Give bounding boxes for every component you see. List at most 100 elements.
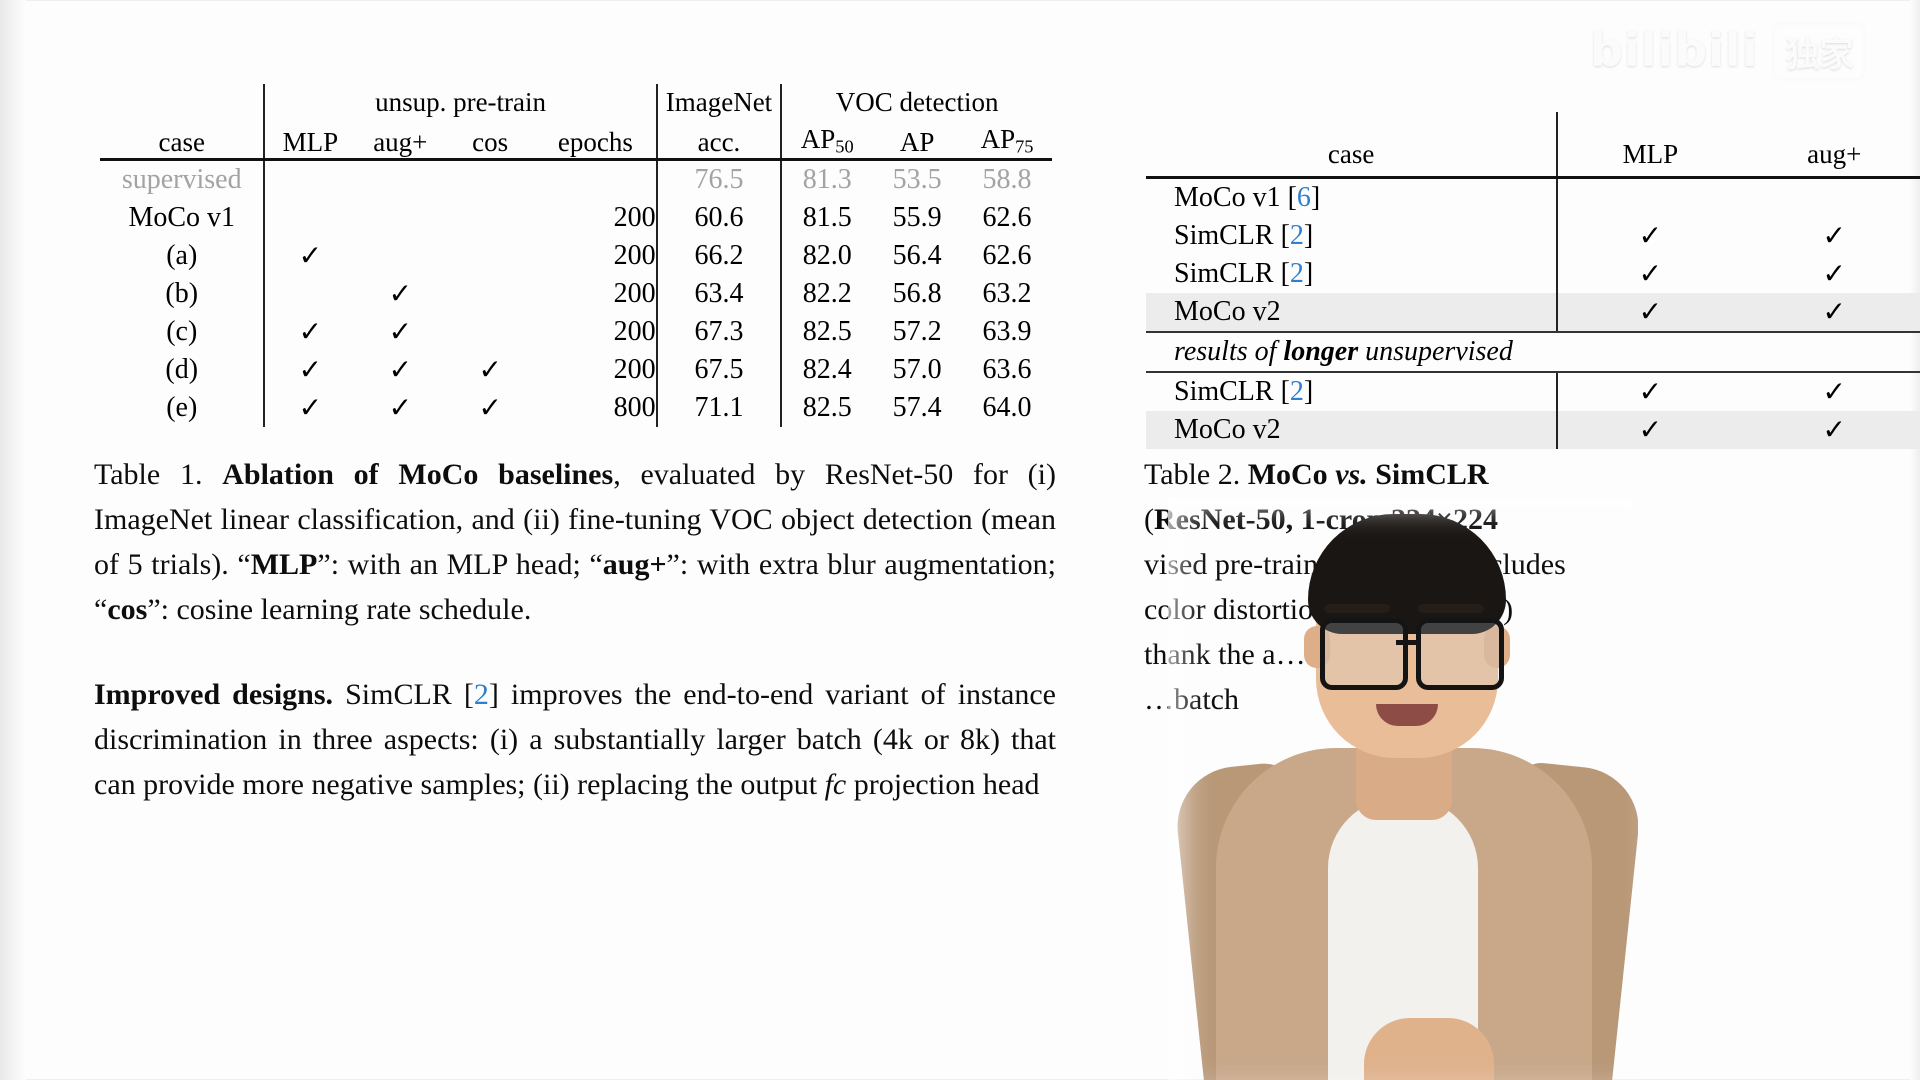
cell-case: SimCLR [2] (1174, 376, 1314, 407)
cell-case: SimCLR [2] (1174, 220, 1314, 251)
cell-ap50: 81.5 (780, 199, 873, 237)
cell-case: (d) (165, 354, 199, 385)
cell-ap: 56.4 (892, 240, 942, 271)
spacer-cell (100, 84, 264, 118)
presenter-mouth (1376, 704, 1438, 726)
table-1: unsup. pre-train ImageNet VOC detection … (100, 84, 1052, 427)
citation-link-2[interactable]: 2 (473, 678, 489, 711)
citation-link-2[interactable]: 2 (1289, 376, 1304, 407)
cell-aug: ✓ (1742, 411, 1920, 449)
paragraph-text-2: ] improves the end-to-end variant of ins… (94, 678, 1056, 801)
cell-cos (445, 237, 535, 275)
citation-link-2[interactable]: 2 (1289, 220, 1304, 251)
cell-aug: ✓ (1822, 377, 1846, 408)
cell-aug: ✓ (1822, 259, 1846, 290)
caption1-text-4: ”: cosine learning rate schedule. (147, 593, 532, 626)
table-2: case MLP aug+ MoCo v1 [6] SimCLR [2] ✓ ✓ Sim… (1146, 112, 1920, 449)
table-2-header-row: case MLP aug+ (1146, 112, 1920, 176)
cell-mlp (263, 199, 356, 237)
cell-acc: 67.5 (655, 351, 782, 389)
cell-mlp: ✓ (263, 351, 356, 389)
caption1-bold-3: aug+ (602, 548, 667, 581)
cell-case: supervised (121, 164, 242, 195)
citation-link-6[interactable]: 6 (1296, 182, 1311, 213)
presenter-hair (1308, 514, 1506, 634)
cell-ap: 57.2 (892, 316, 942, 347)
paragraph-italic-fc: fc (824, 768, 847, 801)
table-row: MoCo v1 200 60.6 81.5 55.9 62.6 (100, 199, 1052, 237)
caption1-text-1: , evaluated by ResNet-50 for (i) ImageNe… (94, 458, 1057, 581)
caption1-lead: Table 1. (94, 458, 223, 491)
cell-cos (445, 160, 535, 200)
col-head-cos: cos (472, 127, 509, 157)
presenter-eyebrow-left (1324, 604, 1390, 613)
cell-epochs (535, 160, 657, 200)
left-column: unsup. pre-train ImageNet VOC detection … (86, 0, 1066, 1080)
caption2-italic-vs: vs. (1335, 458, 1368, 491)
cell-aug (355, 237, 445, 275)
col-head-epochs: epochs (557, 127, 633, 157)
col-head-ap: AP (899, 127, 935, 157)
cell-case: SimCLR [2] (1174, 258, 1314, 289)
presenter-glasses-right-lens (1416, 618, 1504, 690)
caption1-text-2: ”: with an MLP head; “ (317, 548, 603, 581)
cell-mlp: ✓ (263, 313, 356, 351)
cell-acc: 63.4 (655, 275, 782, 313)
table-row: SimCLR [2] ✓ ✓ (1146, 217, 1920, 255)
cell-mlp: ✓ (263, 237, 356, 275)
cell-aug: ✓ (388, 393, 413, 424)
caption1-bold-1: Ablation of MoCo baselines (222, 458, 614, 491)
cell-ap75: 64.0 (982, 392, 1032, 423)
presenter-eyebrow-right (1418, 604, 1484, 613)
table-2-body: MoCo v1 [6] SimCLR [2] ✓ ✓ SimCLR [2] ✓ ✓ MoCo … (1146, 177, 1920, 449)
section-note-text: results of longer unsupervised (1174, 336, 1513, 367)
paragraph-text-3: projection head (846, 768, 1040, 801)
cell-ap: 57.4 (892, 392, 942, 423)
table-row: supervised 76.5 81.3 53.5 58.8 (100, 159, 1052, 200)
cell-ap50: 81.3 (780, 159, 873, 199)
caption2-line2a: ( (1144, 503, 1154, 536)
cell-aug (1742, 178, 1920, 218)
paragraph-text-1: SimCLR [ (333, 678, 474, 711)
cell-ap50: 82.0 (780, 237, 873, 275)
cell-ap50: 82.5 (780, 389, 873, 427)
cell-mlp (263, 159, 356, 199)
cell-acc: 66.2 (655, 237, 782, 275)
table-row: SimCLR [2] ✓ ✓ (1146, 372, 1920, 411)
group-header-unsup: unsup. pre-train (263, 84, 657, 118)
cell-epochs: 200 (613, 278, 656, 309)
cell-mlp: ✓ (1556, 255, 1743, 293)
caption1-bold-2: MLP (250, 548, 318, 581)
col-head-ap50: AP50 (780, 118, 873, 158)
caption2-line6: …batch (1144, 683, 1239, 716)
cell-ap50: 82.4 (780, 351, 873, 389)
table-row: (d) ✓ ✓ ✓ 200 67.5 82.4 57.0 63.6 (100, 351, 1052, 389)
cell-case: (e) (166, 392, 198, 423)
cell-epochs: 200 (613, 202, 656, 233)
table-row: (e) ✓ ✓ ✓ 800 71.1 82.5 57.4 64.0 (100, 389, 1052, 427)
cell-case: MoCo v2 (1146, 411, 1558, 449)
cell-epochs: 200 (613, 316, 656, 347)
cell-aug: ✓ (1742, 293, 1920, 331)
presenter-ear-right (1484, 626, 1510, 668)
caption1-text-3: ”: with extra blur augmentation; “ (94, 548, 1057, 626)
cell-mlp: ✓ (1556, 293, 1743, 331)
t2-col-head-mlp: MLP (1556, 112, 1743, 176)
presenter-glasses-bridge (1396, 640, 1420, 645)
cell-aug: ✓ (388, 355, 413, 386)
table-1-midrule (100, 157, 1052, 161)
table-1-caption: Table 1. Ablation of MoCo baselines, eva… (94, 452, 1056, 632)
citation-link-2[interactable]: 2 (1289, 258, 1304, 289)
cell-ap75: 63.9 (982, 316, 1032, 347)
table-1-group-header-row: unsup. pre-train ImageNet VOC detection (100, 84, 1052, 118)
cell-mlp (263, 275, 356, 313)
cell-ap75: 62.6 (982, 240, 1032, 271)
table-row: (c) ✓ ✓ 200 67.3 82.5 57.2 63.9 (100, 313, 1052, 351)
cell-aug: ✓ (388, 279, 413, 310)
presenter-video-overlay (1168, 498, 1638, 1080)
caption2-bold-3: ResNet-50 (1154, 503, 1286, 536)
cell-case: MoCo v2 (1146, 293, 1558, 331)
cell-ap: 55.9 (892, 202, 942, 233)
col-head-ap75: AP75 (980, 124, 1034, 157)
cell-case: MoCo v1 [6] (1174, 182, 1321, 213)
